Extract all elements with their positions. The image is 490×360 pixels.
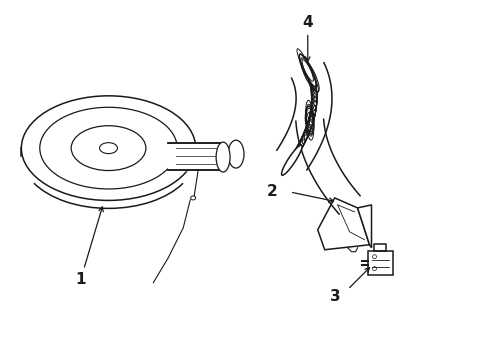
Polygon shape — [358, 205, 371, 248]
Ellipse shape — [216, 142, 230, 172]
Ellipse shape — [305, 106, 314, 134]
Bar — [368, 251, 393, 275]
Ellipse shape — [228, 140, 244, 168]
Ellipse shape — [282, 145, 302, 175]
Ellipse shape — [299, 54, 317, 87]
Bar — [168, 143, 223, 170]
Polygon shape — [318, 198, 369, 250]
Text: 4: 4 — [302, 15, 313, 30]
Text: 3: 3 — [330, 289, 341, 304]
Text: 1: 1 — [75, 272, 86, 287]
Text: 2: 2 — [267, 184, 277, 199]
Polygon shape — [296, 119, 360, 214]
Ellipse shape — [22, 96, 196, 201]
Polygon shape — [277, 63, 332, 170]
